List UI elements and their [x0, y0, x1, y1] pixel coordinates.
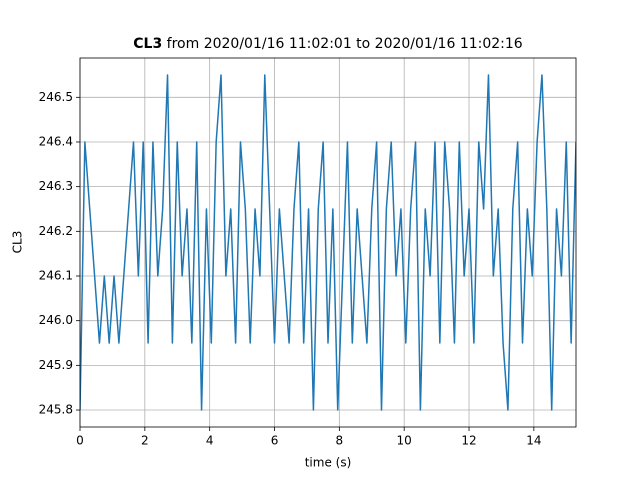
- y-axis-label: CL3: [11, 231, 25, 254]
- x-tick-label: 10: [397, 434, 412, 448]
- plot-frame: [79, 57, 577, 428]
- y-tick-label: 246.5: [39, 90, 73, 104]
- x-tick-label: 14: [526, 434, 541, 448]
- chart-title-label: CL3: [133, 36, 162, 52]
- chart-title: from 2020/01/16 11:02:01 to 2020/01/16 1…: [167, 36, 523, 52]
- y-tick-label: 246.4: [39, 134, 73, 148]
- x-tick-label: 0: [76, 434, 84, 448]
- x-tick-label: 2: [141, 434, 149, 448]
- y-tick-label: 246.1: [39, 269, 73, 283]
- x-tick-label: 4: [206, 434, 214, 448]
- x-tick-label: 12: [461, 434, 476, 448]
- x-tick-label: 8: [336, 434, 344, 448]
- y-tick-label: 246.0: [39, 313, 73, 327]
- y-tick-label: 245.9: [39, 358, 73, 372]
- x-tick-label: 6: [271, 434, 279, 448]
- y-tick-label: 245.8: [39, 403, 73, 417]
- chart-title-group: CL3 from 2020/01/16 11:02:01 to 2020/01/…: [133, 36, 523, 52]
- y-tick-label: 246.2: [39, 224, 73, 238]
- y-tick-label: 246.3: [39, 179, 73, 193]
- data-line: [80, 74, 576, 411]
- x-axis-label: time (s): [305, 456, 352, 470]
